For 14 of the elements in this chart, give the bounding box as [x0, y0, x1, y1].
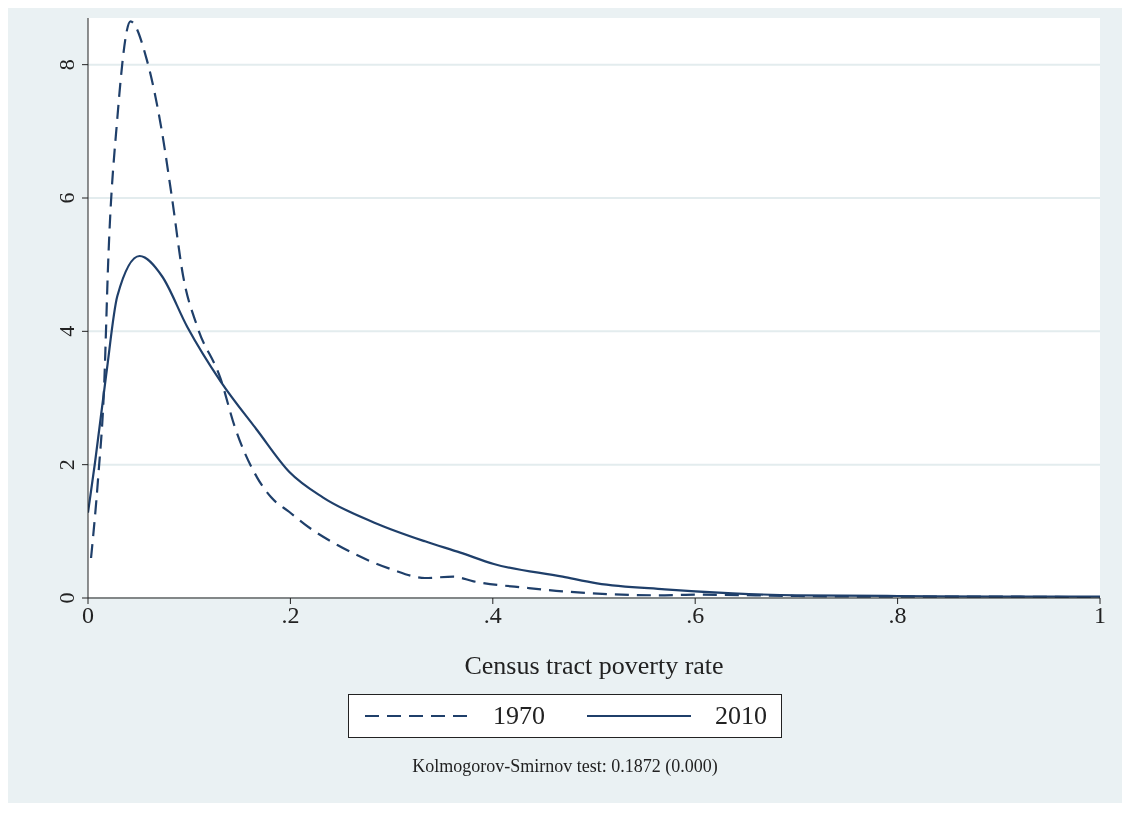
- y-tick-label: 2: [54, 459, 79, 471]
- x-tick-label: .4: [483, 602, 502, 629]
- x-axis-title: Census tract poverty rate: [464, 651, 724, 680]
- x-tick-label: 1: [1094, 602, 1106, 629]
- y-tick-label: 4: [54, 325, 79, 337]
- legend-label: 1970: [493, 701, 545, 731]
- text: Kolmogorov-Smirnov test: 0.1872 (0.000): [411, 756, 719, 777]
- y-tick-label: 8: [54, 59, 79, 71]
- y-tick-label: 6: [54, 192, 79, 204]
- x-tick-label: .6: [686, 602, 705, 629]
- legend-label: 2010: [715, 701, 767, 731]
- x-tick-label: .2: [281, 602, 300, 629]
- x-tick-label: .8: [888, 602, 907, 629]
- y-tick-label: 0: [54, 592, 79, 604]
